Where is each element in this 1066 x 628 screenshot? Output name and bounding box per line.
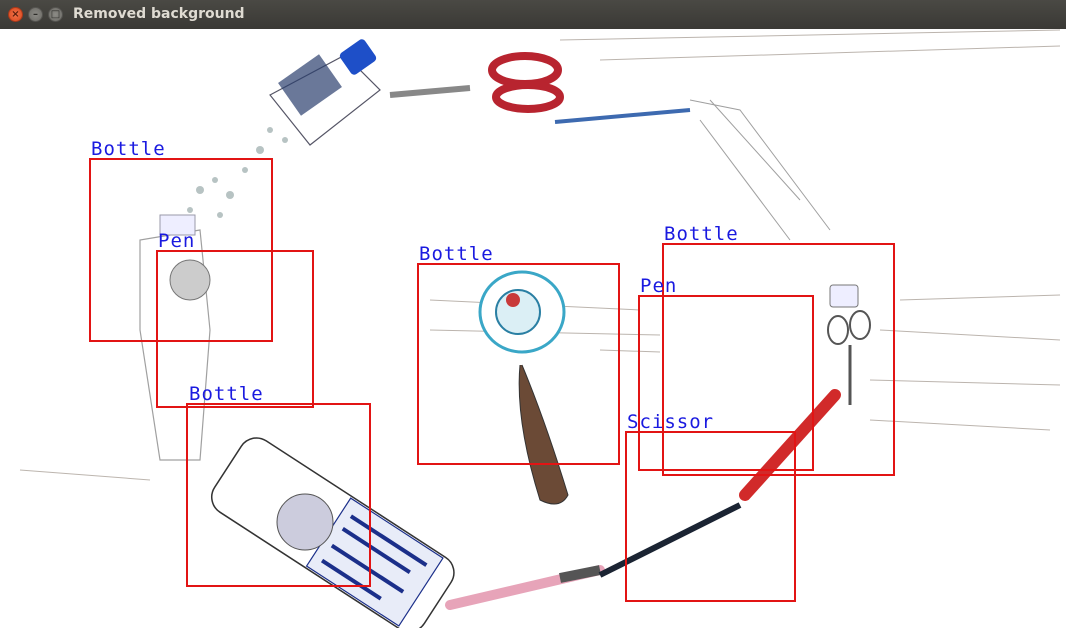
detection-box-scissor [625, 431, 796, 602]
detection-label: Bottle [189, 383, 264, 405]
detection-label: Pen [158, 230, 196, 252]
detection-box-bottle [186, 403, 371, 587]
minimize-icon[interactable]: – [28, 7, 43, 22]
detection-label: Pen [640, 275, 678, 297]
close-icon[interactable]: × [8, 7, 23, 22]
detection-box-pen [156, 250, 314, 408]
detection-label: Bottle [91, 138, 166, 160]
image-canvas: Bottle Pen Bottle Bottle Bottle Pen Scis… [0, 29, 1066, 628]
window-title: Removed background [73, 6, 245, 22]
detection-box-pen [638, 295, 814, 471]
maximize-icon[interactable]: □ [48, 7, 63, 22]
detection-label: Bottle [664, 223, 739, 245]
scene-image [19, 29, 1061, 628]
detection-label: Bottle [419, 243, 494, 265]
title-bar: × – □ Removed background [0, 0, 1066, 30]
detection-box-bottle [662, 243, 895, 476]
detection-label: Scissor [627, 411, 715, 433]
detection-box-bottle [417, 263, 620, 465]
